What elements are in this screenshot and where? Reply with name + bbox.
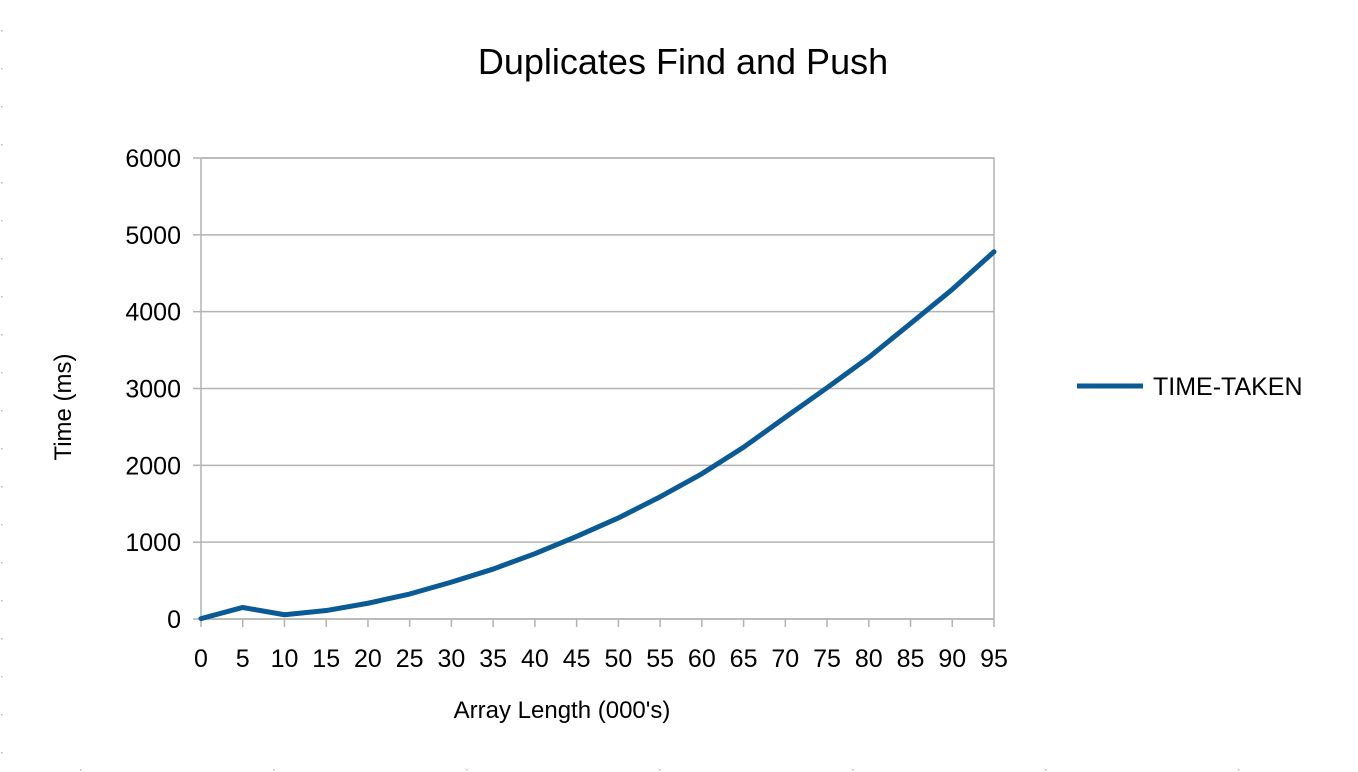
border-dot: [1, 144, 3, 146]
border-dot: [1, 182, 3, 184]
x-tick-label: 20: [354, 645, 382, 673]
border-dot: [1, 448, 3, 450]
border-dot: [1, 334, 3, 336]
y-tick-label: 2000: [125, 452, 181, 480]
border-dot: [1, 372, 3, 374]
border-dot: [1045, 769, 1047, 771]
y-axis-label: Time (ms): [50, 353, 77, 460]
border-dot: [659, 769, 661, 771]
border-dot: [1, 562, 3, 564]
border-dot: [1, 714, 3, 716]
y-tick-label: 6000: [125, 145, 181, 173]
x-tick-label: 75: [813, 645, 841, 673]
border-dot: [852, 769, 854, 771]
y-tick-label: 3000: [125, 376, 181, 404]
x-tick-label: 30: [438, 645, 466, 673]
border-dot: [1, 30, 3, 32]
x-tick-label: 65: [730, 645, 758, 673]
x-tick-label: 10: [271, 645, 299, 673]
chart-title: Duplicates Find and Push: [478, 41, 888, 82]
border-dot: [1, 296, 3, 298]
y-tick-labels: 0 1000 2000 3000 4000 5000 6000: [125, 145, 201, 634]
x-tick-label: 25: [396, 645, 424, 673]
series-layer: [198, 249, 997, 622]
grid: [201, 157, 994, 620]
border-dots: [1, 30, 1240, 771]
x-axis-label: Array Length (000's): [454, 697, 671, 724]
border-dot: [80, 769, 82, 771]
border-dot: [273, 769, 275, 771]
border-dot: [1, 220, 3, 222]
x-tick-label: 40: [521, 645, 549, 673]
x-tick-label: 15: [312, 645, 340, 673]
x-tick-label: 60: [688, 645, 716, 673]
x-tick-label: 95: [980, 645, 1008, 673]
x-tick-label: 55: [646, 645, 674, 673]
x-tick-label: 0: [194, 645, 208, 673]
border-dot: [1, 600, 3, 602]
border-dot: [1, 410, 3, 412]
border-dot: [466, 769, 468, 771]
border-dot: [1, 106, 3, 108]
border-dot: [1, 676, 3, 678]
series-line-time-taken: [198, 249, 997, 622]
x-tick-label: 70: [771, 645, 799, 673]
x-tick-label: 85: [897, 645, 925, 673]
y-tick-label: 5000: [125, 222, 181, 250]
legend-label: TIME-TAKEN: [1153, 373, 1303, 401]
y-tick-label: 4000: [125, 299, 181, 327]
border-dot: [1238, 769, 1240, 771]
x-tick-label: 80: [855, 645, 883, 673]
x-tick-label: 35: [479, 645, 507, 673]
x-tick-labels: 0 5 10 15 20 25 30 35 40 45 50 55 60 65 70 75 80 85 90 95: [194, 619, 1008, 673]
border-dot: [1, 638, 3, 640]
x-tick-label: 50: [604, 645, 632, 673]
x-tick-label: 5: [236, 645, 250, 673]
x-tick-label: 90: [938, 645, 966, 673]
x-tick-label: 45: [563, 645, 591, 673]
y-tick-label: 0: [167, 606, 181, 634]
border-dot: [1, 68, 3, 70]
border-dot: [1, 524, 3, 526]
border-dot: [1, 486, 3, 488]
border-dot: [1, 258, 3, 260]
y-tick-label: 1000: [125, 529, 181, 557]
border-dot: [1, 752, 3, 754]
legend: TIME-TAKEN: [1077, 373, 1303, 401]
